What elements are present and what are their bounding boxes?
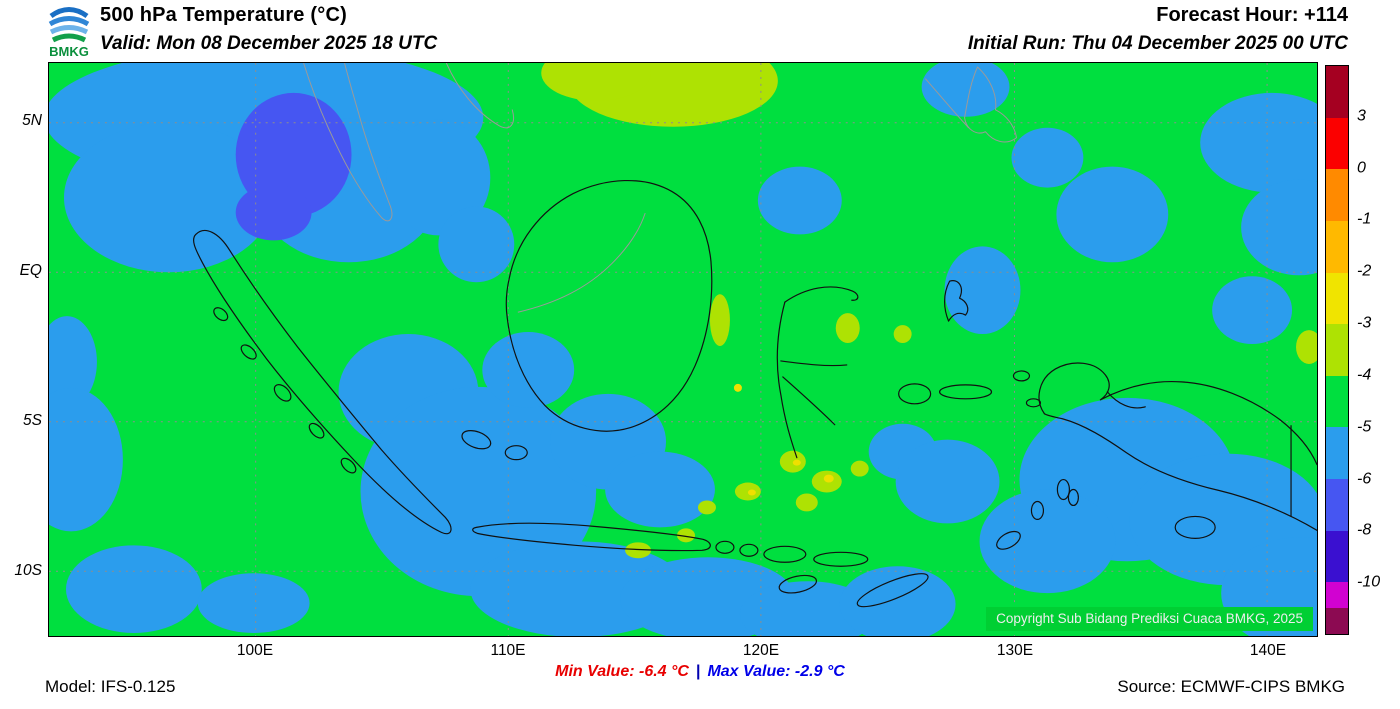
colorbar-segment bbox=[1326, 220, 1348, 273]
map-svg bbox=[49, 63, 1317, 636]
logo-wave-icon bbox=[49, 25, 89, 35]
colorbar-segment bbox=[1326, 66, 1348, 118]
max-value-label: Max Value: -2.9 °C bbox=[707, 663, 845, 680]
lat-tick-label: 5N bbox=[22, 112, 42, 129]
colorbar-tick-label: -6 bbox=[1357, 470, 1372, 488]
colorbar-tick-label: -2 bbox=[1357, 262, 1372, 280]
min-value-label: Min Value: -6.4 °C bbox=[555, 663, 689, 680]
lon-tick-label: 130E bbox=[996, 642, 1034, 659]
logo-wave-icon bbox=[51, 33, 87, 43]
minmax-line: Min Value: -6.4 °C | Max Value: -2.9 °C bbox=[0, 663, 1400, 681]
colorbar-tick-label: -3 bbox=[1357, 314, 1372, 332]
lon-tick-label: 110E bbox=[490, 642, 526, 659]
field-yellow-specks bbox=[733, 383, 834, 496]
colorbar-segment bbox=[1326, 582, 1348, 609]
forecast-hour: Forecast Hour: +114 bbox=[1156, 4, 1348, 26]
temperature-colorbar bbox=[1325, 65, 1349, 635]
colorbar-tick-labels: 3 0 -1 -2 -3 -4 -5 -6 -8 -10 bbox=[1357, 65, 1399, 635]
colorbar-tick-label: 3 bbox=[1357, 107, 1366, 125]
colorbar-segment bbox=[1326, 324, 1348, 376]
colorbar-segment bbox=[1326, 272, 1348, 325]
copyright-notice: Copyright Sub Bidang Prediksi Cuaca BMKG… bbox=[986, 607, 1313, 631]
model-label: Model: IFS-0.125 bbox=[45, 677, 176, 696]
colorbar-segment bbox=[1326, 479, 1348, 531]
colorbar-segment bbox=[1326, 427, 1348, 480]
colorbar-segment bbox=[1326, 169, 1348, 221]
colorbar-segment bbox=[1326, 375, 1348, 428]
lat-tick-label: EQ bbox=[19, 262, 42, 279]
colorbar-tick-label: 0 bbox=[1357, 159, 1366, 177]
bmkg-logo: BMKG bbox=[48, 3, 90, 59]
logo-text: BMKG bbox=[49, 44, 89, 59]
colorbar-tick-label: -4 bbox=[1357, 366, 1372, 384]
colorbar-segment bbox=[1326, 530, 1348, 583]
source-label: Source: ECMWF-CIPS BMKG bbox=[1117, 677, 1345, 696]
page-title: 500 hPa Temperature (°C) bbox=[100, 4, 347, 26]
colorbar-tick-label: -1 bbox=[1357, 211, 1372, 229]
field-violet-patch bbox=[235, 92, 352, 241]
foreign-coastlines bbox=[303, 63, 1017, 313]
graticule-gridlines bbox=[49, 63, 1317, 636]
lon-tick-label: 120E bbox=[742, 642, 780, 659]
lat-tick-label: 10S bbox=[14, 562, 42, 579]
logo-wave-icon bbox=[48, 16, 90, 27]
lon-tick-label: 100E bbox=[236, 642, 274, 659]
initial-run: Initial Run: Thu 04 December 2025 00 UTC bbox=[967, 33, 1348, 54]
colorbar-segment bbox=[1326, 608, 1348, 635]
field-yellowgreen-patches bbox=[541, 63, 1317, 559]
colorbar-tick-label: -5 bbox=[1357, 418, 1372, 436]
coastlines bbox=[193, 179, 1317, 608]
colorbar-segment bbox=[1326, 117, 1348, 170]
colorbar-tick-label: -10 bbox=[1357, 573, 1381, 591]
valid-time: Valid: Mon 08 December 2025 18 UTC bbox=[100, 33, 438, 54]
map-panel: Copyright Sub Bidang Prediksi Cuaca BMKG… bbox=[48, 62, 1318, 637]
colorbar-tick-label: -8 bbox=[1357, 521, 1372, 539]
logo-wave-icon bbox=[49, 7, 89, 19]
minmax-separator: | bbox=[695, 663, 701, 680]
lon-tick-label: 140E bbox=[1249, 642, 1287, 659]
lat-tick-label: 5S bbox=[23, 412, 42, 429]
